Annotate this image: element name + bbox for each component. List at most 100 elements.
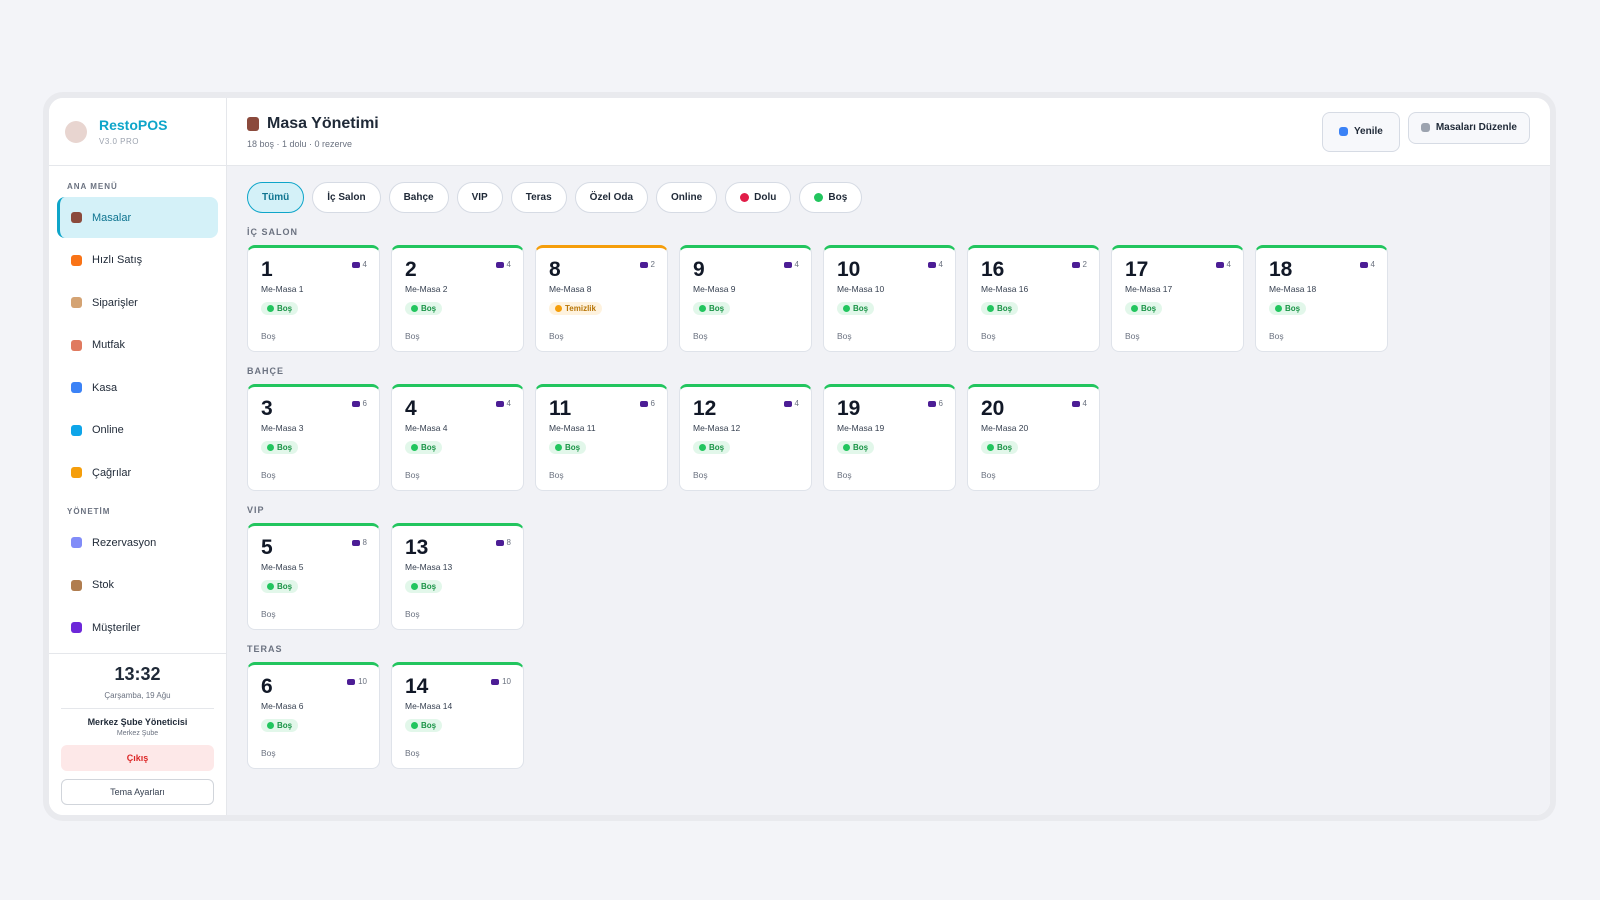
- table-number: 8: [549, 258, 561, 281]
- table-name: Me-Masa 5: [261, 562, 304, 572]
- table-note: Boş: [1125, 331, 1140, 341]
- status-dot: [1275, 305, 1282, 312]
- filter-chip[interactable]: VIP: [456, 182, 503, 213]
- filter-chip[interactable]: Bahçe: [388, 182, 449, 213]
- table-note: Boş: [405, 470, 420, 480]
- capacity-value: 4: [938, 260, 943, 269]
- table-capacity: 6: [351, 399, 367, 408]
- table-card[interactable]: 1 4 Me-Masa 1 Boş Boş: [247, 245, 380, 352]
- header-button[interactable]: Yenile: [1321, 111, 1400, 152]
- button-icon: [1420, 123, 1430, 132]
- nav-item[interactable]: Rezervasyon: [57, 522, 218, 563]
- nav-item[interactable]: Hızlı Satış: [57, 240, 218, 281]
- table-number: 3: [261, 397, 273, 420]
- table-card[interactable]: 2 4 Me-Masa 2 Boş Boş: [391, 245, 524, 352]
- capacity-value: 4: [506, 260, 511, 269]
- capacity-icon: [347, 678, 356, 685]
- table-card[interactable]: 6 10 Me-Masa 6 Boş Boş: [247, 662, 380, 769]
- nav-label: Mutfak: [92, 339, 126, 351]
- capacity-icon: [495, 400, 504, 407]
- sidebar-footer: 13:32 Çarşamba, 19 Ağu Merkez Şube Yönet…: [49, 653, 226, 815]
- table-card[interactable]: 9 4 Me-Masa 9 Boş Boş: [679, 245, 812, 352]
- status-dot: [411, 444, 418, 451]
- header-buttons: Yenile Masaları Düzenle: [1321, 111, 1530, 152]
- capacity-icon: [1359, 261, 1368, 268]
- filter-chip[interactable]: Özel Oda: [574, 182, 649, 213]
- section-title: BAHÇE: [247, 366, 285, 376]
- nav-icon: [71, 339, 82, 351]
- table-number: 18: [1269, 258, 1293, 281]
- filter-chip[interactable]: Teras: [510, 182, 567, 213]
- nav-item[interactable]: Mutfak: [57, 325, 218, 366]
- filter-chip[interactable]: Dolu: [725, 182, 792, 213]
- button-icon: [1338, 127, 1348, 136]
- header-text: Masa Yönetimi 18 boş · 1 dolu · 0 rezerv…: [247, 115, 379, 149]
- nav-item[interactable]: Online: [57, 410, 218, 451]
- filters: Tümü İç Salon Bahçe VIP Teras Özel Oda Online D…: [227, 166, 1550, 213]
- table-card[interactable]: 19 6 Me-Masa 19 Boş Boş: [823, 384, 956, 491]
- table-note: Boş: [405, 609, 420, 619]
- nav-item[interactable]: Masalar: [57, 197, 218, 238]
- section: VIP 5 8 Me-Masa 5 Boş Boş 13 8 Me-Masa 13 Boş Boş: [227, 505, 1550, 630]
- table-card[interactable]: 12 4 Me-Masa 12 Boş Boş: [679, 384, 812, 491]
- table-capacity: 10: [491, 677, 511, 686]
- table-card[interactable]: 4 4 Me-Masa 4 Boş Boş: [391, 384, 524, 491]
- table-card[interactable]: 5 8 Me-Masa 5 Boş Boş: [247, 523, 380, 630]
- table-status: Boş: [1125, 302, 1163, 315]
- theme-button[interactable]: Tema Ayarları: [61, 779, 214, 805]
- status-label: Boş: [565, 443, 581, 452]
- status-label: Boş: [277, 582, 293, 591]
- capacity-icon: [927, 261, 936, 268]
- table-card[interactable]: 17 4 Me-Masa 17 Boş Boş: [1111, 245, 1244, 352]
- filter-chip[interactable]: İç Salon: [312, 182, 381, 213]
- status-label: Boş: [709, 443, 725, 452]
- nav-item[interactable]: Kasa: [57, 367, 218, 408]
- capacity-value: 4: [1082, 399, 1087, 408]
- capacity-icon: [495, 539, 504, 546]
- table-card[interactable]: 8 2 Me-Masa 8 Temizlik Boş: [535, 245, 668, 352]
- nav-icon: [71, 579, 82, 591]
- user-branch: Merkez Şube: [116, 730, 159, 737]
- nav-section-title: YÖNETİM: [67, 507, 111, 516]
- filter-chip[interactable]: Tümü: [247, 182, 305, 213]
- table-card[interactable]: 20 4 Me-Masa 20 Boş Boş: [967, 384, 1100, 491]
- table-note: Boş: [693, 470, 708, 480]
- table-number: 10: [837, 258, 861, 281]
- table-card[interactable]: 11 6 Me-Masa 11 Boş Boş: [535, 384, 668, 491]
- nav-icon: [71, 424, 82, 436]
- button-label: Masaları Düzenle: [1435, 122, 1517, 133]
- table-name: Me-Masa 17: [1125, 284, 1173, 294]
- table-card[interactable]: 16 2 Me-Masa 16 Boş Boş: [967, 245, 1100, 352]
- sections: İÇ SALON 1 4 Me-Masa 1 Boş Boş 2 4 Me-Masa 2 Boş B…: [227, 227, 1550, 769]
- table-status: Boş: [693, 302, 731, 315]
- status-dot: [843, 444, 850, 451]
- status-dot: [267, 305, 274, 312]
- card-row: 1 4 Me-Masa 1 Boş Boş 2 4 Me-Masa 2 Boş Boş 8 2 Me-M…: [247, 245, 1530, 352]
- table-number: 11: [549, 397, 572, 420]
- nav-item[interactable]: Siparişler: [57, 282, 218, 323]
- header-title-row: Masa Yönetimi: [247, 115, 379, 133]
- nav-item[interactable]: Stok: [57, 565, 218, 606]
- capacity-icon: [351, 539, 360, 546]
- table-card[interactable]: 18 4 Me-Masa 18 Boş Boş: [1255, 245, 1388, 352]
- table-card[interactable]: 10 4 Me-Masa 10 Boş Boş: [823, 245, 956, 352]
- logout-button[interactable]: Çıkış: [61, 745, 214, 771]
- table-card[interactable]: 3 6 Me-Masa 3 Boş Boş: [247, 384, 380, 491]
- header-button[interactable]: Masaları Düzenle: [1407, 111, 1530, 144]
- nav-item[interactable]: Çağrılar: [57, 452, 218, 493]
- status-label: Boş: [277, 304, 293, 313]
- table-note: Boş: [981, 470, 996, 480]
- filter-label: Dolu: [754, 192, 777, 203]
- section: TERAS 6 10 Me-Masa 6 Boş Boş 14 10 Me-Masa 14 Boş…: [227, 644, 1550, 769]
- nav-item[interactable]: Müşteriler: [57, 607, 218, 648]
- filter-chip[interactable]: Boş: [799, 182, 863, 213]
- table-status: Boş: [549, 441, 587, 454]
- table-status: Boş: [405, 719, 443, 732]
- table-card[interactable]: 13 8 Me-Masa 13 Boş Boş: [391, 523, 524, 630]
- table-status: Boş: [981, 441, 1019, 454]
- filter-chip[interactable]: Online: [656, 182, 718, 213]
- table-card[interactable]: 14 10 Me-Masa 14 Boş Boş: [391, 662, 524, 769]
- table-capacity: 6: [927, 399, 943, 408]
- table-capacity: 4: [1215, 260, 1231, 269]
